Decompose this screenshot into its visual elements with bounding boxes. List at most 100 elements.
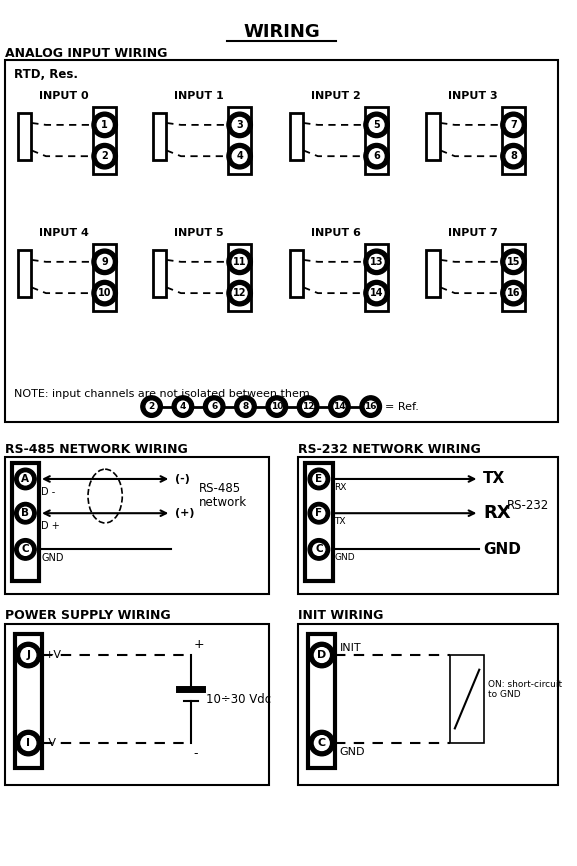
Circle shape: [231, 284, 249, 302]
Bar: [502, 244, 525, 311]
Text: -V: -V: [45, 738, 56, 748]
Text: INPUT 2: INPUT 2: [310, 91, 361, 100]
Bar: [228, 107, 252, 174]
Circle shape: [231, 147, 249, 165]
Text: 8: 8: [242, 402, 249, 411]
Circle shape: [309, 730, 335, 756]
Text: 10: 10: [98, 288, 111, 298]
Circle shape: [227, 113, 252, 138]
Circle shape: [14, 469, 36, 490]
Circle shape: [18, 472, 33, 487]
Bar: [305, 463, 332, 581]
Circle shape: [14, 502, 36, 524]
Text: GND: GND: [339, 747, 365, 757]
Circle shape: [309, 643, 335, 668]
Circle shape: [266, 396, 287, 417]
Bar: [5, 457, 269, 594]
Text: 15: 15: [507, 257, 520, 267]
Circle shape: [92, 144, 117, 169]
Text: POWER SUPPLY WIRING: POWER SUPPLY WIRING: [5, 609, 171, 622]
Circle shape: [308, 469, 329, 490]
Bar: [426, 113, 440, 160]
Circle shape: [235, 396, 256, 417]
Text: 12: 12: [302, 402, 314, 411]
Text: network: network: [198, 495, 247, 508]
Circle shape: [505, 147, 522, 165]
Text: C: C: [21, 545, 29, 554]
Text: 10: 10: [271, 402, 283, 411]
Text: RS-485 NETWORK WIRING: RS-485 NETWORK WIRING: [5, 443, 188, 456]
Text: 4: 4: [179, 402, 186, 411]
Text: 5: 5: [373, 120, 380, 130]
Text: INPUT 5: INPUT 5: [174, 228, 223, 237]
Circle shape: [313, 646, 331, 664]
Bar: [290, 113, 304, 160]
Text: 9: 9: [102, 257, 108, 267]
Circle shape: [270, 400, 284, 413]
Text: 14: 14: [333, 402, 346, 411]
Circle shape: [145, 400, 159, 413]
Circle shape: [501, 144, 526, 169]
Bar: [152, 250, 166, 297]
Text: 2: 2: [102, 152, 108, 161]
Text: 10÷30 Vdc: 10÷30 Vdc: [207, 693, 272, 706]
Circle shape: [239, 400, 252, 413]
Circle shape: [313, 734, 331, 752]
Circle shape: [329, 396, 350, 417]
Text: WIRING: WIRING: [243, 23, 320, 42]
Text: (+): (+): [175, 508, 194, 518]
Text: ANALOG INPUT WIRING: ANALOG INPUT WIRING: [5, 47, 167, 60]
Circle shape: [364, 249, 389, 275]
Text: +V: +V: [45, 650, 62, 660]
Text: GND: GND: [483, 542, 521, 557]
Circle shape: [368, 284, 385, 302]
Bar: [152, 113, 166, 160]
Circle shape: [360, 396, 381, 417]
Text: RS-485: RS-485: [198, 481, 241, 494]
Text: INPUT 7: INPUT 7: [448, 228, 497, 237]
Circle shape: [231, 253, 249, 271]
Text: D: D: [317, 650, 327, 660]
Text: -: -: [194, 747, 198, 760]
Text: RS-232: RS-232: [507, 499, 549, 512]
Circle shape: [364, 113, 389, 138]
Bar: [5, 624, 269, 785]
Text: 3: 3: [236, 120, 243, 130]
Circle shape: [96, 253, 114, 271]
Circle shape: [364, 144, 389, 169]
Text: 6: 6: [373, 152, 380, 161]
Text: RX: RX: [483, 504, 511, 522]
Bar: [298, 457, 557, 594]
Bar: [18, 250, 31, 297]
Text: INIT: INIT: [339, 643, 361, 653]
Text: 4: 4: [236, 152, 243, 161]
Bar: [365, 244, 388, 311]
Circle shape: [505, 116, 522, 133]
Text: TX: TX: [483, 471, 505, 487]
Circle shape: [368, 116, 385, 133]
Text: RX: RX: [335, 483, 347, 492]
Text: INPUT 1: INPUT 1: [174, 91, 223, 100]
Circle shape: [312, 542, 326, 557]
Bar: [502, 107, 525, 174]
Circle shape: [227, 144, 252, 169]
Text: (-): (-): [175, 474, 190, 484]
Circle shape: [312, 506, 326, 520]
Circle shape: [96, 284, 114, 302]
Circle shape: [364, 400, 377, 413]
Text: RTD, Res.: RTD, Res.: [14, 68, 78, 81]
Bar: [14, 634, 42, 768]
Text: F: F: [315, 508, 323, 518]
Text: ON: short-circuit
to GND: ON: short-circuit to GND: [488, 680, 562, 699]
Text: 14: 14: [370, 288, 383, 298]
Text: RS-232 NETWORK WIRING: RS-232 NETWORK WIRING: [298, 443, 481, 456]
Circle shape: [92, 281, 117, 306]
Text: 7: 7: [510, 120, 517, 130]
Text: INPUT 3: INPUT 3: [448, 91, 497, 100]
Circle shape: [501, 113, 526, 138]
Bar: [426, 250, 440, 297]
Text: J: J: [27, 650, 31, 660]
Text: +: +: [194, 638, 204, 651]
Text: INPUT 6: INPUT 6: [310, 228, 361, 237]
Circle shape: [301, 400, 315, 413]
